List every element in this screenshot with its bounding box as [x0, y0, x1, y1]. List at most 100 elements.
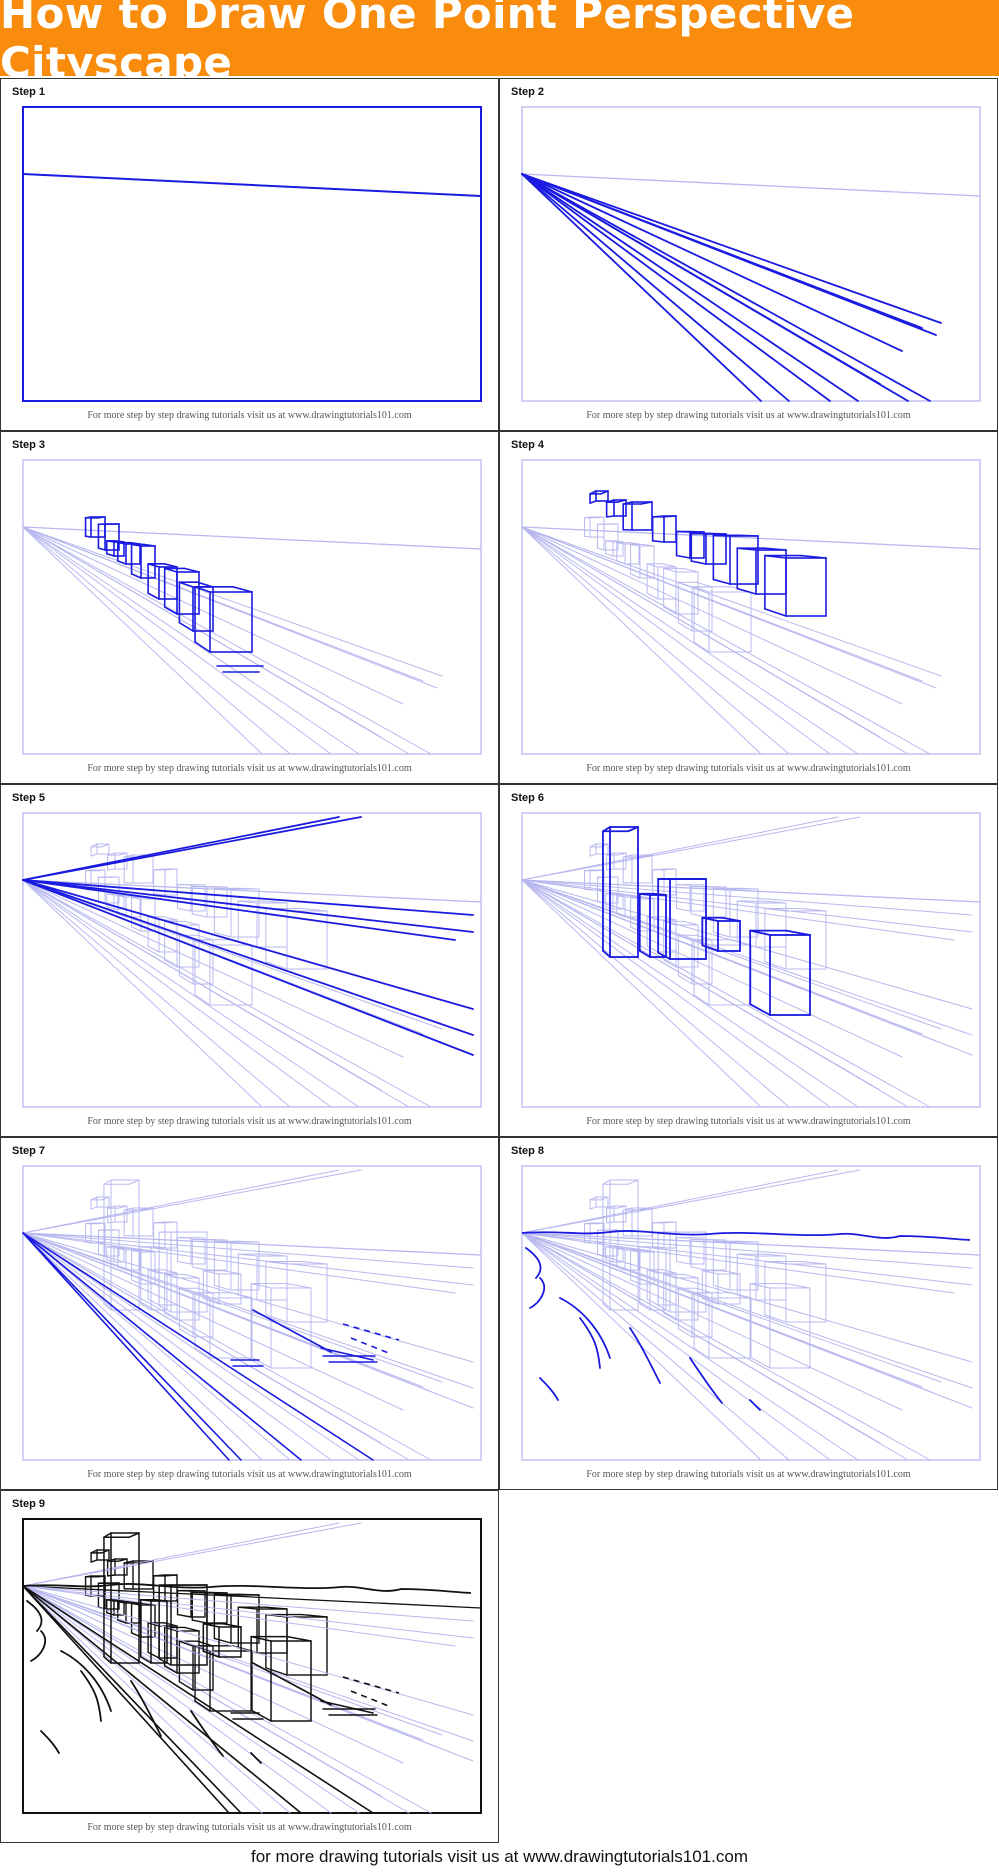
building-edge: [239, 1240, 260, 1243]
panel-credit: For more step by step drawing tutorials …: [586, 1116, 911, 1127]
building-edge: [131, 1279, 142, 1285]
building-outline: [609, 1179, 639, 1311]
building-edge: [97, 547, 106, 551]
building-edge: [84, 535, 92, 538]
building-edge: [614, 540, 624, 543]
perspective-ray: [521, 879, 881, 1091]
perspective-ray: [22, 1232, 332, 1461]
building-edge: [800, 554, 827, 559]
building-edge: [147, 592, 160, 600]
building-edge: [128, 1532, 140, 1538]
building-edge: [800, 908, 827, 912]
road-line: [320, 1700, 374, 1714]
building-edge: [103, 1656, 112, 1664]
perspective-ray: [521, 879, 831, 1108]
building-outline: [113, 1247, 125, 1263]
perspective-ray: [22, 1232, 263, 1461]
building-outline: [717, 1273, 741, 1305]
building-edge: [176, 1613, 192, 1618]
building-edge: [178, 621, 194, 632]
building-edge: [657, 951, 671, 960]
building-edge: [638, 949, 651, 958]
building-edge: [663, 1312, 677, 1321]
building-edge: [213, 1284, 232, 1291]
building-outline: [769, 934, 811, 1016]
building-outline: [176, 924, 200, 968]
perspective-ray: [22, 879, 263, 1108]
building-edge: [690, 913, 707, 918]
step-label: Step 8: [511, 1145, 545, 1157]
step-label: Step 6: [511, 792, 545, 804]
step-drawing: [22, 812, 482, 1108]
building-edge: [640, 854, 653, 858]
panel-credit: For more step by step drawing tutorials …: [586, 410, 911, 421]
building-edge: [749, 1283, 771, 1289]
perspective-ray: [521, 1232, 790, 1461]
perspective-ray: [521, 1232, 831, 1461]
building-edge: [763, 900, 787, 904]
building-edge: [676, 1261, 691, 1265]
perspective-ray: [22, 1585, 456, 1647]
building-edge: [708, 1238, 727, 1241]
building-edge: [222, 1622, 242, 1628]
perspective-ray: [521, 879, 973, 1056]
perspective-ray: [22, 879, 332, 1108]
perspective-ray: [521, 1232, 859, 1461]
building-edge: [130, 573, 142, 579]
building-outline: [286, 1263, 328, 1323]
perspective-ray: [22, 1232, 432, 1461]
building-edge: [107, 868, 116, 871]
building-outline: [669, 878, 707, 960]
building-outline: [96, 1196, 110, 1208]
building-edge: [763, 547, 787, 551]
perspective-ray: [521, 173, 762, 402]
step-panel-1: Step 1 For more step by step drawing tut…: [0, 78, 499, 431]
building-edge: [191, 1266, 208, 1271]
building-edge: [164, 959, 178, 968]
building-edge: [646, 1298, 659, 1306]
building-edge: [286, 1635, 312, 1642]
building-edge: [596, 547, 605, 551]
building-edge: [163, 916, 178, 921]
building-edge: [605, 515, 615, 518]
perspective-ray: [521, 879, 955, 941]
building-edge: [209, 885, 228, 888]
perspective-ray: [22, 1585, 382, 1797]
road-line: [22, 1585, 230, 1814]
building-outline: [176, 571, 200, 615]
road-line: [22, 1232, 302, 1461]
building-edge: [128, 1179, 140, 1185]
building-edge: [712, 931, 731, 938]
road-line: [22, 1585, 302, 1814]
ground-stroke: [579, 1317, 601, 1369]
building-edge: [163, 868, 178, 871]
building-edge: [693, 1292, 710, 1299]
step-drawing: [521, 106, 981, 402]
building-edge: [642, 896, 655, 900]
building-edge: [640, 501, 653, 505]
road-line: [320, 1347, 374, 1361]
building-edge: [630, 573, 641, 579]
perspective-ray: [22, 879, 474, 1010]
horizon-line: [521, 879, 981, 903]
perspective-ray: [22, 526, 263, 755]
step-panel-2: Step 2 For more step by step drawing tut…: [499, 78, 998, 431]
building-edge: [677, 1328, 693, 1338]
perspective-ray: [22, 879, 474, 933]
building-outline: [176, 1630, 200, 1674]
building-edge: [238, 1593, 260, 1596]
building-edge: [693, 641, 710, 653]
panel-credit: For more step by step drawing tutorials …: [87, 410, 412, 421]
building-outline: [125, 1602, 141, 1624]
building-edge: [662, 868, 677, 871]
building-edge: [103, 1179, 112, 1185]
building-edge: [177, 1261, 192, 1265]
perspective-ray: [521, 526, 942, 677]
building-edge: [250, 1356, 272, 1369]
perspective-ray: [521, 173, 831, 402]
perspective-ray: [22, 1522, 340, 1587]
building-edge: [749, 1003, 771, 1016]
building-edge: [677, 975, 693, 985]
building-edge: [131, 926, 142, 932]
building-edge: [202, 1297, 220, 1305]
